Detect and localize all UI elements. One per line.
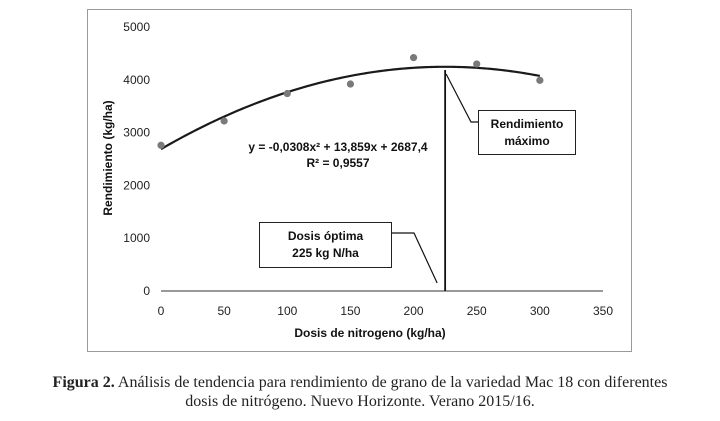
x-tick-label: 150 — [340, 304, 360, 318]
y-tick-label: 1000 — [123, 231, 150, 245]
x-tick-label: 100 — [277, 304, 297, 318]
max-yield-label-line2: máximo — [504, 134, 550, 148]
max-yield-label-line1: Rendimiento — [490, 117, 564, 131]
data-point — [473, 60, 481, 68]
data-point — [220, 117, 228, 125]
y-axis-title: Rendimiento (kg/ha) — [101, 100, 115, 215]
chart-frame — [87, 9, 632, 352]
max-yield-pointer — [445, 73, 478, 123]
y-tick-label: 4000 — [123, 73, 150, 87]
data-point — [346, 80, 355, 88]
data-point — [283, 89, 291, 98]
y-tick-labels: 0 1000 2000 3000 4000 5000 — [123, 20, 150, 298]
x-tick-label: 350 — [593, 304, 613, 318]
data-point — [536, 76, 544, 84]
x-axis-title: Dosis de nitrogeno (kg/ha) — [294, 326, 445, 340]
optimum-dose-label-line2: 225 kg N/ha — [292, 246, 359, 260]
y-tick-label: 5000 — [123, 20, 150, 34]
data-points — [157, 54, 544, 149]
yield-chart: 0 50 100 150 200 250 300 350 0 1000 2000 3000 4000 5… — [101, 20, 614, 340]
trendline — [160, 65, 541, 151]
data-point — [409, 54, 418, 62]
y-tick-label: 0 — [143, 284, 150, 298]
y-tick-label: 2000 — [123, 178, 150, 192]
caption-label: Figura 2. — [52, 374, 115, 391]
data-point — [157, 141, 165, 149]
x-tick-labels: 0 50 100 150 200 250 300 350 — [158, 304, 614, 318]
r-squared-label: R² = 0,9557 — [306, 156, 369, 170]
x-tick-label: 300 — [530, 304, 550, 318]
y-tick-label: 3000 — [123, 126, 150, 140]
optimum-dose-callout: Dosis óptima 225 kg N/ha — [259, 222, 392, 268]
x-tick-label: 200 — [404, 304, 424, 318]
regression-equation: y = -0,0308x² + 13,859x + 2687,4 — [248, 140, 427, 154]
optimum-dose-pointer — [392, 232, 438, 284]
caption-line2: dosis de nitrógeno. Nuevo Horizonte. Ver… — [185, 393, 535, 410]
optimum-dose-label-line1: Dosis óptima — [287, 229, 364, 243]
x-tick-label: 0 — [158, 304, 165, 318]
figure-caption: Figura 2. Análisis de tendencia para ren… — [0, 373, 720, 411]
caption-line1: Análisis de tendencia para rendimiento d… — [114, 374, 668, 391]
x-tick-label: 50 — [217, 304, 231, 318]
x-tick-label: 250 — [467, 304, 487, 318]
max-yield-callout: Rendimiento máximo — [478, 110, 576, 155]
